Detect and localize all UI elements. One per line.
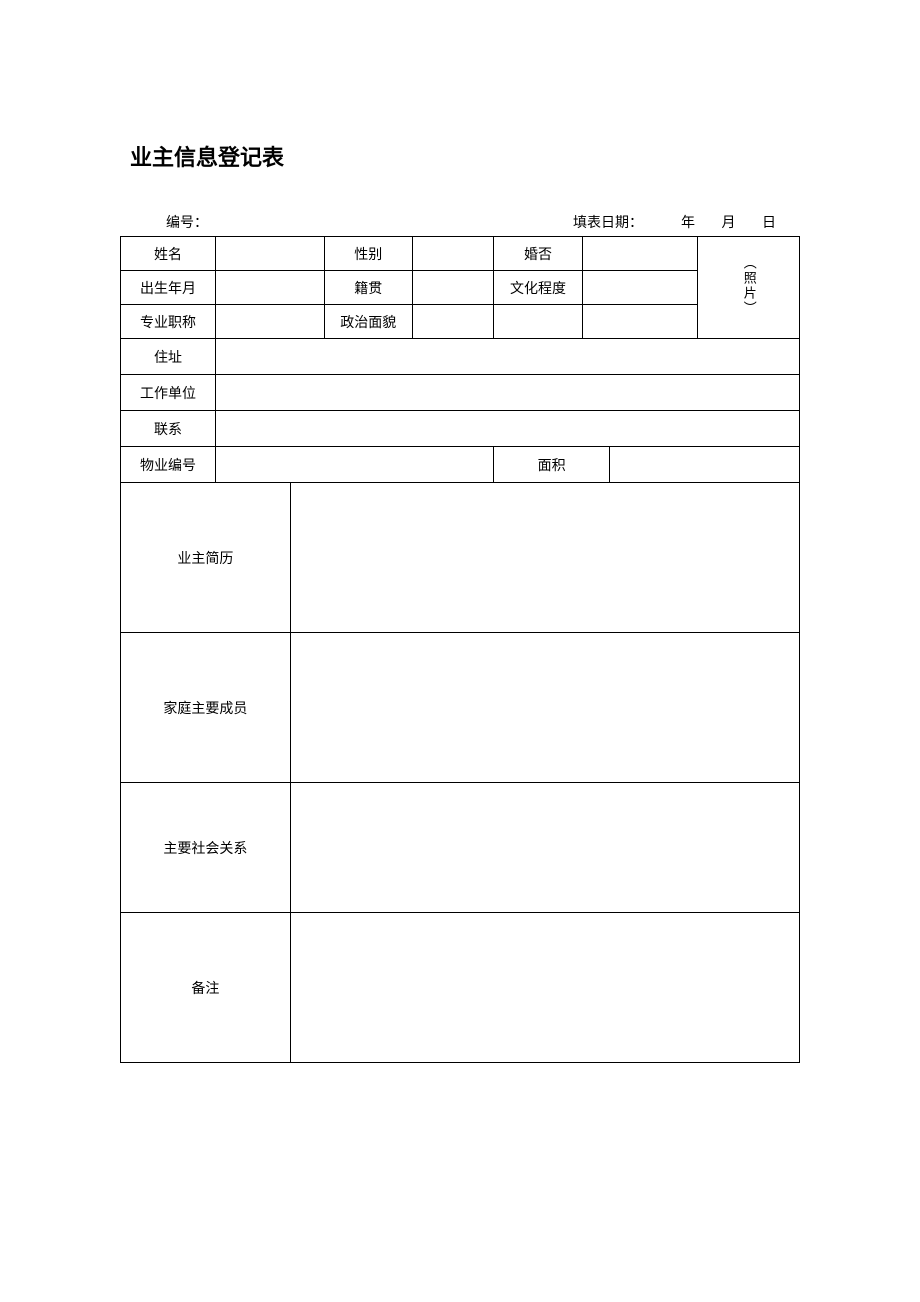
page-title: 业主信息登记表	[130, 140, 800, 172]
label-political: 政治面貌	[324, 305, 412, 339]
photo-cell: （照片）	[698, 237, 800, 339]
label-name: 姓名	[121, 237, 216, 271]
label-native-place: 籍贯	[324, 271, 412, 305]
year-label: 年	[681, 212, 695, 232]
value-work-unit	[216, 375, 800, 411]
serial-label: 编号：	[166, 216, 208, 231]
label-pro-title: 专业职称	[121, 305, 216, 339]
value-political	[412, 305, 493, 339]
value-address	[216, 339, 800, 375]
value-gender	[412, 237, 493, 271]
value-contact	[216, 411, 800, 447]
meta-row: 编号： 填表日期： 年 月 日	[120, 212, 800, 232]
value-native-place	[412, 271, 493, 305]
photo-label: （照片）	[741, 256, 755, 316]
label-area: 面积	[494, 447, 609, 483]
label-address: 住址	[121, 339, 216, 375]
label-education: 文化程度	[494, 271, 582, 305]
label-work-unit: 工作单位	[121, 375, 216, 411]
label-married: 婚否	[494, 237, 582, 271]
label-blank1	[494, 305, 582, 339]
value-name	[216, 237, 325, 271]
value-married	[582, 237, 697, 271]
value-resume	[290, 483, 799, 633]
label-gender: 性别	[324, 237, 412, 271]
value-family	[290, 633, 799, 783]
label-contact: 联系	[121, 411, 216, 447]
value-social	[290, 783, 799, 913]
label-family: 家庭主要成员	[121, 633, 291, 783]
label-remark: 备注	[121, 913, 291, 1063]
label-resume: 业主简历	[121, 483, 291, 633]
value-education	[582, 271, 697, 305]
month-label: 月	[722, 212, 736, 232]
label-property-no: 物业编号	[121, 447, 216, 483]
value-property-no	[216, 447, 494, 483]
value-remark	[290, 913, 799, 1063]
value-pro-title	[216, 305, 325, 339]
value-birth	[216, 271, 325, 305]
label-social: 主要社会关系	[121, 783, 291, 913]
date-label: 填表日期：	[573, 212, 643, 232]
value-blank2	[582, 305, 697, 339]
value-area	[609, 447, 799, 483]
label-birth: 出生年月	[121, 271, 216, 305]
day-label: 日	[762, 212, 776, 232]
registration-table: 姓名 性别 婚否 （照片） 出生年月 籍贯 文化程度 专业职称 政治面貌 住址 …	[120, 236, 800, 1063]
